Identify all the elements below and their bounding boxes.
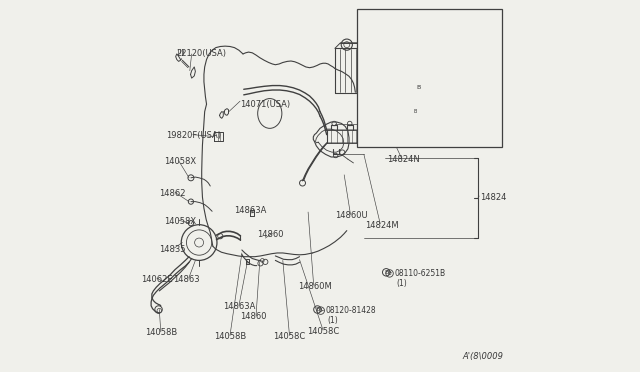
Text: B: B [416,85,420,90]
Text: 14058B: 14058B [145,328,177,337]
Text: 14058B: 14058B [214,332,246,341]
Text: B: B [388,271,392,276]
Text: 19820F(USA): 19820F(USA) [166,131,221,140]
Text: 14058X: 14058X [164,157,196,166]
Text: 08110-6251B: 08110-6251B [437,83,488,92]
Text: 22120(USA): 22120(USA) [177,49,227,58]
Text: 14860: 14860 [257,230,284,239]
Text: 14863: 14863 [173,275,200,283]
Text: 14860U: 14860U [431,40,464,49]
Text: 14058C: 14058C [307,327,339,336]
Text: 14862: 14862 [159,189,186,198]
Text: 14824N: 14824N [387,155,420,164]
Text: B: B [384,270,388,275]
Text: 14071(USA): 14071(USA) [240,100,290,109]
Text: (1): (1) [439,93,450,102]
Text: 14860U: 14860U [335,211,367,220]
Text: 14062E: 14062E [141,275,173,283]
Text: (1): (1) [327,316,338,325]
Text: 14824: 14824 [371,49,397,58]
Text: B: B [413,109,417,115]
Text: 14863A: 14863A [223,302,255,311]
Text: (1): (1) [396,279,406,288]
Text: 14058C: 14058C [273,332,306,341]
Text: 14824: 14824 [480,193,506,202]
Text: FOR FED. CAN: FOR FED. CAN [364,14,424,23]
Text: 14863A: 14863A [234,206,267,215]
Text: 14860: 14860 [240,312,266,321]
Text: 08120-81428: 08120-81428 [325,306,376,315]
Text: 14824M: 14824M [365,221,398,230]
Text: 14835: 14835 [159,245,186,254]
Text: A'(8\0009: A'(8\0009 [462,352,503,361]
Text: 14860M: 14860M [298,282,332,291]
Text: B: B [316,307,319,312]
Bar [357,9,502,147]
Text: 08110-6251B: 08110-6251B [394,269,445,278]
Text: 14058X: 14058X [164,217,196,226]
Text: B: B [319,308,323,313]
